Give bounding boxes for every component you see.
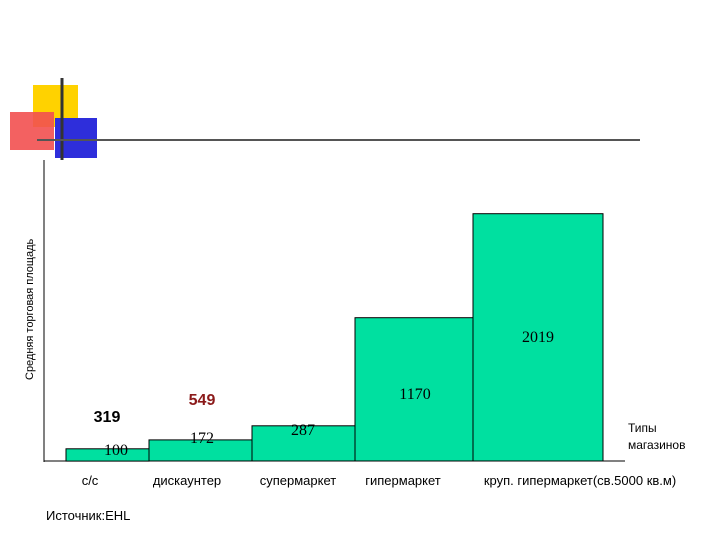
value-label-2: 172	[190, 430, 214, 447]
category-label-3: супермаркет	[260, 473, 337, 488]
x-axis-label-line2: магазинов	[628, 438, 685, 452]
bar-5	[472, 213, 604, 462]
extra-label-1: 319	[94, 409, 121, 426]
category-label-1: с/с	[82, 473, 99, 488]
value-label-4: 1170	[399, 386, 430, 403]
extra-label-2: 549	[189, 392, 216, 409]
bar-3	[251, 425, 356, 462]
logo-red-square	[10, 112, 54, 150]
value-label-1: 100	[104, 442, 128, 459]
y-axis-label: Средняя торговая площадь	[24, 239, 36, 380]
value-label-3: 287	[291, 422, 315, 439]
x-axis-label-line1: Типы	[628, 421, 657, 435]
category-label-4: гипермаркет	[365, 473, 441, 488]
source-note: Источник:EHL	[46, 508, 130, 523]
category-label-5: круп. гипермаркет(св.5000 кв.м)	[484, 473, 676, 488]
logo-decoration	[10, 78, 640, 160]
value-label-5: 2019	[522, 329, 554, 346]
bars-group	[65, 213, 604, 462]
bar-4	[354, 317, 474, 462]
category-label-2: дискаунтер	[153, 473, 221, 488]
labels-group: 100 с/с 172 дискаунтер 287 супермаркет 1170 гип…	[82, 329, 677, 488]
